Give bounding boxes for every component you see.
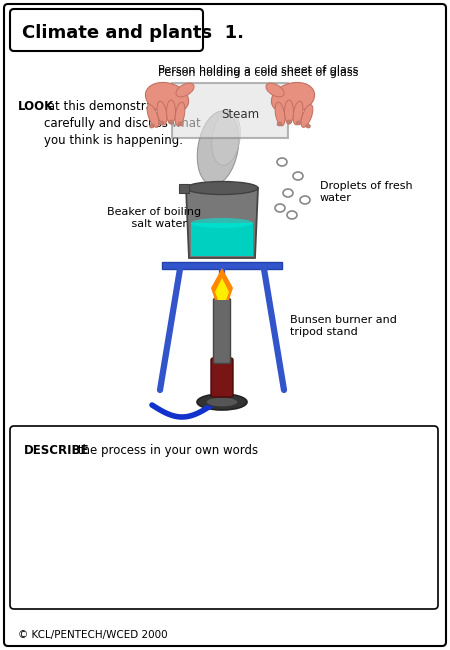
Text: Person holding a cold sheet of glass: Person holding a cold sheet of glass (158, 68, 358, 78)
Ellipse shape (176, 83, 194, 97)
Polygon shape (211, 268, 233, 300)
Ellipse shape (277, 122, 282, 126)
Ellipse shape (212, 111, 240, 165)
Ellipse shape (191, 218, 253, 228)
Ellipse shape (301, 105, 313, 127)
Ellipse shape (178, 122, 183, 126)
Polygon shape (191, 223, 253, 256)
Text: LOOK: LOOK (18, 100, 54, 113)
Text: Person holding a cold sheet of glass: Person holding a cold sheet of glass (158, 65, 358, 75)
Polygon shape (186, 188, 258, 258)
Ellipse shape (271, 83, 315, 114)
Ellipse shape (159, 121, 164, 125)
Ellipse shape (145, 83, 189, 114)
Text: Beaker of boiling
   salt water: Beaker of boiling salt water (107, 207, 201, 229)
Ellipse shape (206, 397, 238, 407)
Ellipse shape (175, 102, 185, 126)
Ellipse shape (197, 394, 247, 410)
Ellipse shape (168, 120, 174, 124)
FancyBboxPatch shape (10, 426, 438, 609)
Ellipse shape (284, 100, 293, 124)
Ellipse shape (287, 120, 292, 124)
Text: DESCRIBE: DESCRIBE (24, 444, 90, 457)
Text: Steam: Steam (221, 109, 259, 122)
Ellipse shape (197, 111, 239, 185)
Text: at this demonstration
carefully and discuss what
you think is happening.: at this demonstration carefully and disc… (44, 100, 201, 147)
Ellipse shape (266, 83, 284, 97)
Ellipse shape (293, 101, 303, 125)
Ellipse shape (149, 124, 154, 128)
Ellipse shape (166, 100, 176, 124)
Text: Droplets of fresh
water: Droplets of fresh water (320, 181, 413, 203)
Text: Bunsen burner and
tripod stand: Bunsen burner and tripod stand (290, 315, 397, 337)
Bar (162, 262, 282, 269)
Ellipse shape (147, 105, 159, 127)
FancyBboxPatch shape (211, 358, 233, 397)
Polygon shape (179, 184, 189, 193)
FancyBboxPatch shape (10, 9, 203, 51)
FancyBboxPatch shape (4, 4, 446, 646)
Text: the process in your own words: the process in your own words (74, 444, 258, 457)
Text: © KCL/PENTECH/WCED 2000: © KCL/PENTECH/WCED 2000 (18, 630, 167, 640)
Ellipse shape (157, 101, 167, 125)
Ellipse shape (186, 181, 258, 194)
Ellipse shape (306, 124, 310, 128)
Bar (172, 83, 288, 138)
Ellipse shape (296, 121, 301, 125)
FancyBboxPatch shape (213, 298, 230, 363)
Text: Climate and plants  1.: Climate and plants 1. (22, 24, 244, 42)
Polygon shape (215, 278, 229, 300)
Ellipse shape (275, 102, 285, 126)
